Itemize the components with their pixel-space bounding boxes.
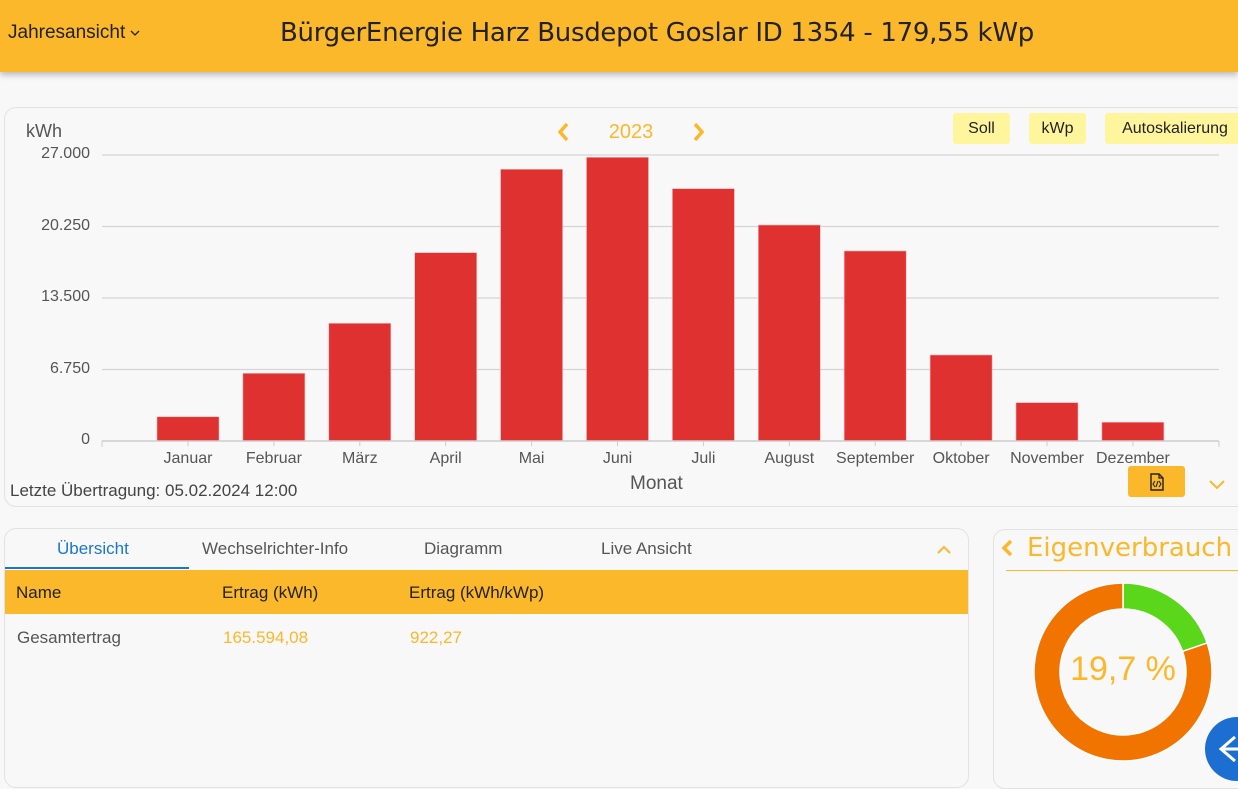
eigenverbrauch-donut-chart (1034, 583, 1212, 761)
next-year-button[interactable] (691, 120, 707, 144)
year-navigation: 2023 (555, 120, 707, 144)
export-button[interactable] (1128, 466, 1185, 497)
chevron-left-icon[interactable] (999, 537, 1015, 559)
autoscale-button[interactable]: Autoskalierung (1105, 113, 1238, 144)
chart-card (4, 107, 1238, 507)
soll-button[interactable]: Soll (953, 113, 1010, 144)
tab-bar: Übersicht Wechselrichter-Info Diagramm L… (5, 529, 968, 570)
view-select-dropdown[interactable]: Jahresansicht (8, 22, 141, 44)
collapse-chevron-icon[interactable] (935, 541, 953, 559)
eigenverbrauch-title: Eigenverbrauch (1027, 533, 1233, 563)
table-header: Name Ertrag (kWh) Ertrag (kWh/kWp) (5, 570, 968, 614)
chevron-left-icon (557, 122, 569, 142)
tab-wechselrichter-info[interactable]: Wechselrichter-Info (202, 539, 349, 558)
column-header-ertrag-kwh-kwp: Ertrag (kWh/kWp) (409, 583, 545, 602)
chevron-down-icon (130, 30, 140, 36)
floating-action-button[interactable] (1205, 717, 1238, 781)
tab-live-ansicht[interactable]: Live Ansicht (601, 539, 692, 558)
eigenverbrauch-header: Eigenverbrauch (999, 533, 1238, 563)
chevron-right-icon (693, 122, 705, 142)
view-select-label: Jahresansicht (8, 22, 126, 43)
kwp-button[interactable]: kWp (1029, 113, 1086, 144)
expand-chevron-icon[interactable] (1207, 474, 1227, 494)
last-transmission: Letzte Übertragung: 05.02.2024 12:00 (10, 481, 298, 500)
overview-card: Übersicht Wechselrichter-Info Diagramm L… (4, 528, 969, 788)
year-label: 2023 (608, 120, 654, 143)
column-header-name: Name (16, 583, 62, 602)
row-ertrag-kwh: 165.594,08 (223, 628, 309, 647)
arrow-left-icon (1218, 735, 1238, 763)
x-axis-title: Monat (630, 473, 683, 494)
code-file-icon (1149, 472, 1164, 491)
active-tab-indicator (5, 567, 189, 569)
row-ertrag-kwh-kwp: 922,27 (410, 628, 462, 647)
tab-diagramm[interactable]: Diagramm (424, 539, 503, 558)
row-name: Gesamtertrag (17, 628, 121, 647)
previous-year-button[interactable] (555, 120, 571, 144)
eigenverbrauch-divider (1006, 570, 1238, 571)
column-header-ertrag-kwh: Ertrag (kWh) (222, 583, 319, 602)
eigenverbrauch-value: 19,7 % (1070, 650, 1176, 688)
top-bar: Jahresansicht BürgerEnergie Harz Busdepo… (0, 0, 1238, 72)
y-axis-unit: kWh (26, 121, 62, 141)
page-title: BürgerEnergie Harz Busdepot Goslar ID 13… (280, 18, 1034, 48)
tab-uebersicht[interactable]: Übersicht (57, 539, 129, 558)
